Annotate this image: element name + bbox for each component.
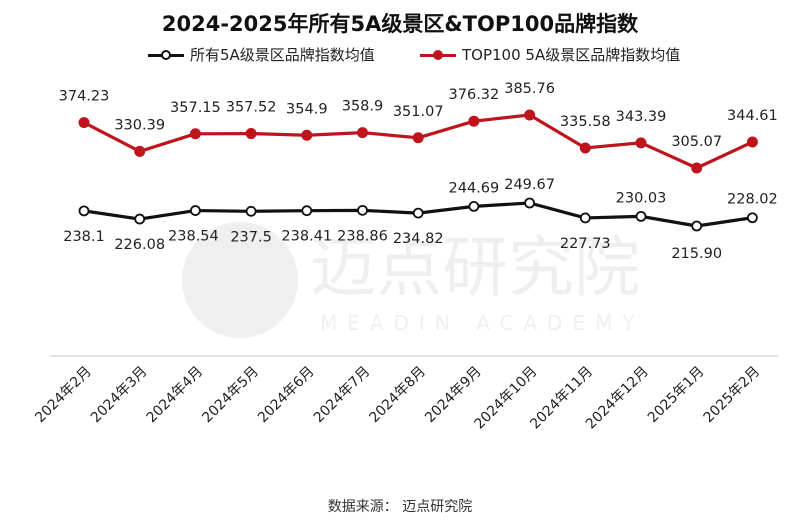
data-label-s1-0: 374.23 bbox=[59, 89, 110, 105]
data-label-s0-3: 237.5 bbox=[230, 229, 272, 245]
data-point-s0-5 bbox=[357, 204, 368, 216]
data-point-s0-0 bbox=[78, 205, 90, 217]
source-note: 数据来源： 迈点研究院 bbox=[327, 499, 473, 515]
x-tick-label-12: 2025年2月 bbox=[701, 364, 764, 427]
data-point-s1-9 bbox=[579, 142, 591, 154]
legend-item-all: 所有5A级景区品牌指数均值 bbox=[148, 44, 375, 65]
data-point-s0-9 bbox=[579, 212, 591, 224]
data-label-s0-0: 238.1 bbox=[63, 229, 105, 245]
chart-title: 2024-2025年所有5A级景区&TOP100品牌指数 bbox=[161, 12, 639, 36]
data-point-s1-0 bbox=[78, 117, 90, 129]
data-label-s1-5: 358.9 bbox=[342, 99, 384, 115]
x-tick-label-6: 2024年8月 bbox=[366, 364, 429, 427]
data-point-s1-1 bbox=[134, 145, 146, 157]
data-label-s0-9: 227.73 bbox=[560, 236, 611, 252]
data-label-s1-4: 354.9 bbox=[286, 101, 328, 117]
data-label-s0-11: 215.90 bbox=[671, 246, 722, 262]
legend: 所有5A级景区品牌指数均值 TOP100 5A级景区品牌指数均值 bbox=[0, 44, 800, 72]
data-point-s0-11 bbox=[691, 220, 703, 232]
data-point-s1-8 bbox=[524, 109, 536, 121]
data-point-s0-6 bbox=[412, 207, 424, 219]
data-point-s1-10 bbox=[635, 137, 647, 149]
data-label-s1-6: 351.07 bbox=[393, 104, 444, 120]
data-point-s1-4 bbox=[301, 129, 313, 141]
x-tick-label-0: 2024年2月 bbox=[32, 364, 95, 427]
data-label-s0-5: 238.86 bbox=[337, 228, 388, 244]
x-tick-label-3: 2024年5月 bbox=[199, 364, 262, 427]
data-label-s1-11: 305.07 bbox=[671, 134, 722, 150]
legend-item-top100: TOP100 5A级景区品牌指数均值 bbox=[420, 44, 680, 65]
data-point-s0-2 bbox=[189, 205, 201, 216]
x-tick-label-4: 2024年6月 bbox=[255, 364, 318, 427]
data-label-s1-9: 335.58 bbox=[560, 114, 611, 130]
data-label-s0-6: 234.82 bbox=[393, 231, 444, 247]
data-point-s1-6 bbox=[412, 132, 424, 144]
data-point-s1-5 bbox=[357, 127, 368, 139]
data-label-s0-1: 226.08 bbox=[114, 237, 165, 253]
data-label-s1-12: 344.61 bbox=[727, 108, 778, 124]
data-point-s1-3 bbox=[245, 128, 257, 140]
x-tick-label-5: 2024年7月 bbox=[311, 364, 374, 427]
watermark: 迈点研究院 MEADIN ACADEMY bbox=[182, 222, 645, 338]
data-label-s1-10: 343.39 bbox=[616, 109, 667, 125]
data-point-s0-8 bbox=[524, 197, 535, 209]
x-tick-label-2: 2024年4月 bbox=[144, 364, 207, 427]
data-point-s0-7 bbox=[468, 200, 480, 212]
data-point-s0-4 bbox=[301, 205, 313, 217]
x-tick-label-1: 2024年3月 bbox=[88, 364, 151, 427]
legend-swatch-top100 bbox=[420, 48, 456, 62]
data-label-s0-10: 230.03 bbox=[616, 190, 667, 206]
data-point-s1-12 bbox=[746, 136, 758, 148]
watermark-text-en: MEADIN ACADEMY bbox=[320, 311, 645, 335]
data-label-s0-8: 249.67 bbox=[504, 177, 555, 193]
data-point-s0-12 bbox=[747, 212, 758, 224]
data-label-s1-8: 385.76 bbox=[504, 81, 555, 97]
data-label-s1-3: 357.52 bbox=[226, 100, 277, 116]
data-label-s0-7: 244.69 bbox=[449, 180, 500, 196]
data-label-s1-2: 357.15 bbox=[170, 100, 221, 116]
legend-label-top100: TOP100 5A级景区品牌指数均值 bbox=[462, 46, 681, 64]
data-label-s0-2: 238.54 bbox=[168, 229, 219, 245]
data-point-s0-10 bbox=[635, 210, 647, 222]
data-label-s0-4: 238.41 bbox=[281, 229, 332, 245]
data-label-s0-12: 228.02 bbox=[727, 192, 778, 208]
data-point-s0-3 bbox=[245, 205, 257, 217]
data-point-s1-11 bbox=[691, 162, 703, 174]
legend-label-all: 所有5A级景区品牌指数均值 bbox=[190, 46, 375, 64]
data-point-s1-2 bbox=[189, 128, 201, 140]
data-label-s1-7: 376.32 bbox=[449, 87, 500, 103]
x-tick-label-11: 2025年1月 bbox=[645, 364, 708, 427]
data-label-s1-1: 330.39 bbox=[114, 117, 165, 133]
watermark-text-cn: 迈点研究院 bbox=[310, 229, 640, 306]
legend-swatch-all bbox=[148, 48, 184, 62]
data-point-s1-7 bbox=[468, 115, 480, 127]
data-point-s0-1 bbox=[134, 213, 146, 225]
